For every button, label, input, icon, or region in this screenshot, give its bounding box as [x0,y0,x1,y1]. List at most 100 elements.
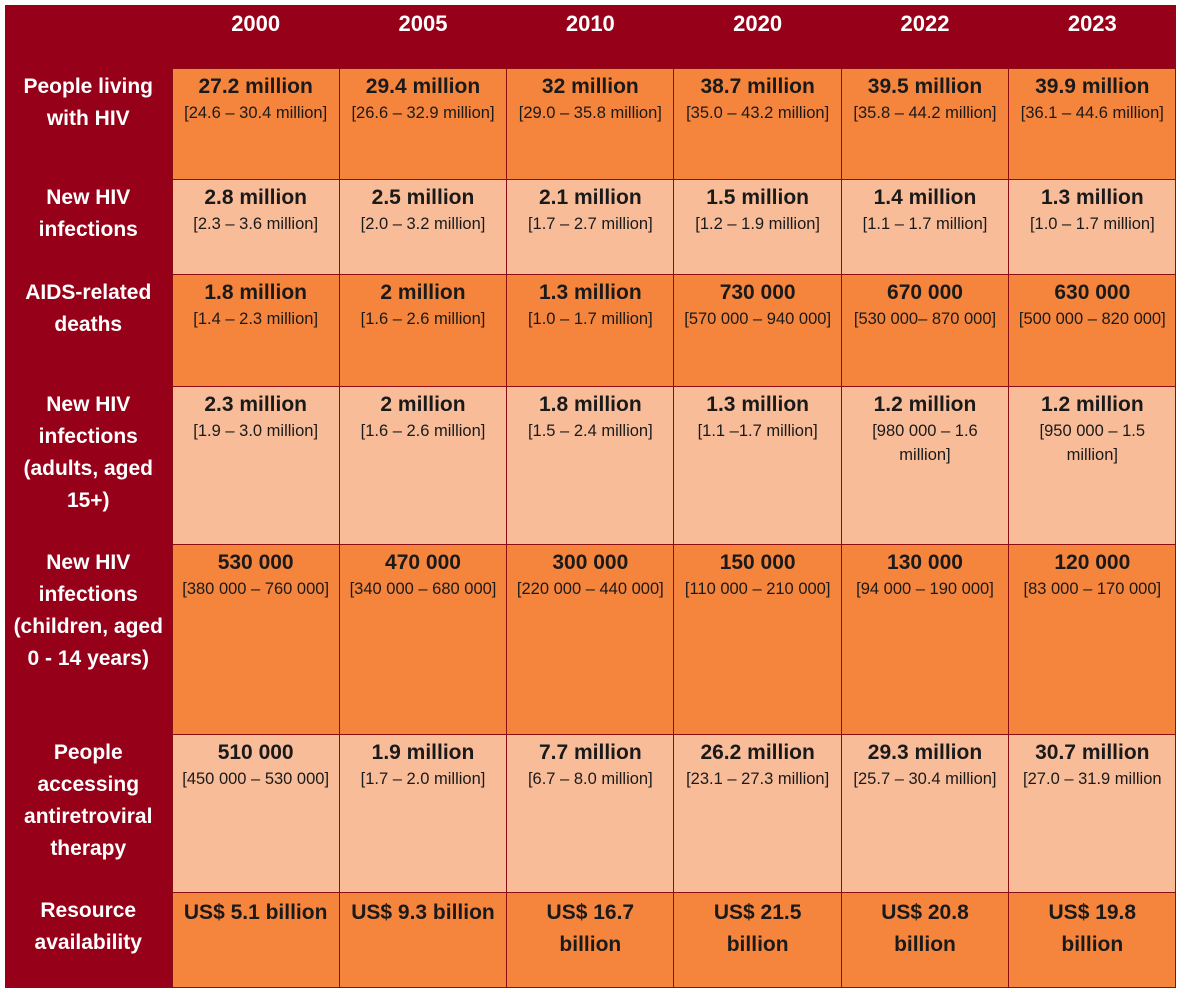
table-row: New HIV infections (children, aged 0 - 1… [5,544,1177,735]
data-cell: US$ 9.3 billion [338,892,508,988]
data-cell: US$ 19.8 billion [1008,892,1177,988]
data-cell: 510 000 [450 000 – 530 000] [171,734,340,893]
cell-value: 1.3 million [538,281,642,304]
data-cell: 1.3 million [1.1 –1.7 million] [673,386,842,545]
data-cell: 1.2 million [980 000 – 1.6 million] [840,386,1010,545]
cell-range: [950 000 – 1.5 million] [1039,422,1146,464]
cell-value: 29.3 million [867,741,983,764]
cell-value: 150 000 [719,551,796,574]
header-corner-cell [5,5,172,69]
cell-range: [1.1 –1.7 million] [697,422,818,440]
cell-range: [1.1 – 1.7 million] [862,215,988,233]
row-label: People living with HIV [5,68,172,180]
data-cell: 32 million [29.0 – 35.8 million] [506,68,675,180]
hiv-statistics-table-container: 2000 2005 2010 2020 2022 2023 People liv… [5,5,1177,988]
cell-value: 130 000 [887,551,963,574]
data-cell: 39.5 million [35.8 – 44.2 million] [840,68,1010,180]
data-cell: 2.8 million [2.3 – 3.6 million] [171,179,340,275]
cell-range: [94 000 – 190 000] [856,580,994,598]
table-row: People living with HIV 27.2 million [24.6… [5,68,1177,180]
cell-value: 38.7 million [700,75,815,98]
cell-value: 7.7 million [538,741,642,764]
cell-range: [35.0 – 43.2 million] [686,104,830,122]
data-cell: 2.3 million [1.9 – 3.0 million] [171,386,340,545]
cell-value: 510 000 [217,741,294,764]
data-cell: 29.3 million [25.7 – 30.4 million] [840,734,1010,893]
data-cell: US$ 5.1 billion [171,892,340,988]
cell-value: 39.9 million [1035,75,1150,98]
data-cell: 530 000 [380 000 – 760 000] [171,544,340,735]
year-header: 2010 [506,5,674,69]
cell-range: [83 000 – 170 000] [1023,580,1162,598]
row-label: AIDS-related deaths [5,274,172,387]
row-label: New HIV infections [5,179,172,275]
cell-range: [1.0 – 1.7 million] [1029,215,1155,233]
cell-range: [500 000 – 820 000] [1018,310,1166,328]
cell-value: 32 million [541,75,639,98]
cell-range: [110 000 – 210 000] [684,580,831,598]
data-cell: 1.3 million [1.0 – 1.7 million] [506,274,675,387]
data-cell: 29.4 million [26.6 – 32.9 million] [338,68,508,180]
year-header: 2005 [339,5,507,69]
data-cell: 2.5 million [2.0 – 3.2 million] [338,179,508,275]
cell-value: 2 million [380,281,466,304]
cell-value: 1.3 million [706,393,809,416]
data-cell: 1.5 million [1.2 – 1.9 million] [673,179,842,275]
data-cell: 2.1 million [1.7 – 2.7 million] [506,179,675,275]
data-cell: 630 000 [500 000 – 820 000] [1008,274,1177,387]
cell-value: US$ 19.8 billion [1048,901,1137,956]
cell-range: [1.2 – 1.9 million] [695,215,821,233]
cell-value: 1.4 million [873,186,977,209]
cell-value: US$ 9.3 billion [351,901,495,924]
data-cell: 2 million [1.6 – 2.6 million] [338,274,508,387]
data-cell: 39.9 million [36.1 – 44.6 million] [1008,68,1177,180]
cell-range: [1.7 – 2.7 million] [527,215,653,233]
cell-value: 1.8 million [204,281,308,304]
data-cell: US$ 21.5 billion [673,892,842,988]
cell-value: 29.4 million [365,75,481,98]
cell-range: [36.1 – 44.6 million] [1020,104,1164,122]
row-label: People accessing antiretroviral therapy [5,734,172,893]
cell-value: 2 million [380,393,466,416]
cell-value: 2.8 million [204,186,308,209]
cell-value: US$ 16.7 billion [546,901,635,956]
cell-range: [6.7 – 8.0 million] [527,770,653,788]
data-cell: 1.3 million [1.0 – 1.7 million] [1008,179,1177,275]
data-cell: 1.9 million [1.7 – 2.0 million] [338,734,508,893]
data-cell: 1.8 million [1.4 – 2.3 million] [171,274,340,387]
data-cell: US$ 16.7 billion [506,892,675,988]
cell-range: [2.3 – 3.6 million] [193,215,319,233]
cell-value: 1.8 million [538,393,642,416]
cell-range: [27.0 – 31.9 million [1023,770,1162,788]
cell-range: [1.0 – 1.7 million] [527,310,653,328]
cell-range: [530 000– 870 000] [853,310,997,328]
cell-value: 1.9 million [371,741,475,764]
year-header: 2023 [1008,5,1176,69]
table-row: AIDS-related deaths 1.8 million [1.4 – 2.… [5,274,1177,387]
cell-value: 1.2 million [873,393,977,416]
cell-value: 670 000 [887,281,963,304]
data-cell: US$ 20.8 billion [840,892,1010,988]
data-cell: 38.7 million [35.0 – 43.2 million] [673,68,842,180]
table-row: New HIV infections 2.8 million [2.3 – 3.6… [5,179,1177,275]
cell-value: 1.5 million [706,186,809,209]
data-cell: 2 million [1.6 – 2.6 million] [338,386,508,545]
cell-range: [1.7 – 2.0 million] [360,770,486,788]
cell-range: [1.6 – 2.6 million] [360,310,486,328]
cell-range: [1.9 – 3.0 million] [193,422,319,440]
cell-value: 27.2 million [198,75,313,98]
year-header: 2022 [841,5,1009,69]
cell-value: 300 000 [552,551,629,574]
data-cell: 130 000 [94 000 – 190 000] [840,544,1010,735]
cell-value: US$ 5.1 billion [183,901,328,924]
cell-value: 2.1 million [538,186,642,209]
cell-value: US$ 20.8 billion [881,901,969,956]
cell-value: 730 000 [719,281,796,304]
data-cell: 30.7 million [27.0 – 31.9 million [1008,734,1177,893]
cell-range: [1.5 – 2.4 million] [527,422,653,440]
cell-range: [1.6 – 2.6 million] [360,422,486,440]
row-label: New HIV infections (adults, aged 15+) [5,386,172,545]
year-header: 2000 [172,5,340,69]
data-cell: 670 000 [530 000– 870 000] [840,274,1010,387]
cell-range: [1.4 – 2.3 million] [193,310,319,328]
